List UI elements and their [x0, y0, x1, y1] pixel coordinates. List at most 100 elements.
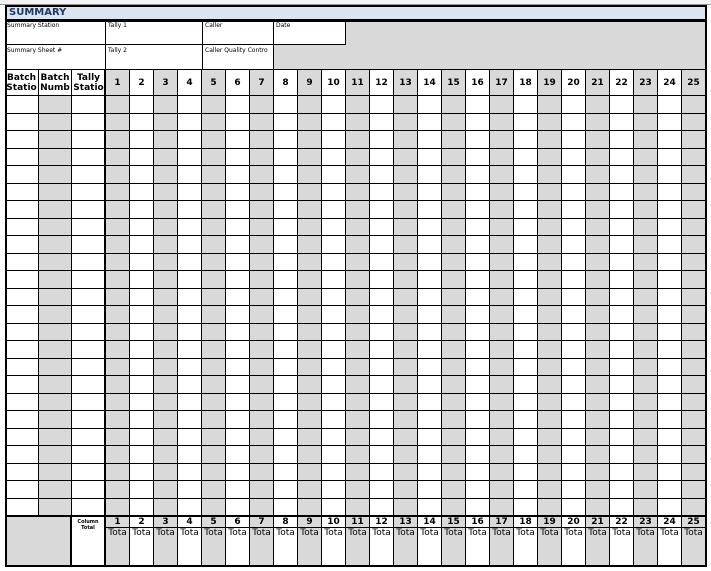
data-cell[interactable]: [610, 113, 634, 131]
data-cell[interactable]: [322, 428, 346, 446]
data-cell[interactable]: [322, 131, 346, 149]
data-cell[interactable]: [39, 166, 72, 184]
data-cell[interactable]: [202, 113, 226, 131]
data-cell[interactable]: [418, 253, 442, 271]
data-cell[interactable]: [226, 446, 250, 464]
data-cell[interactable]: [250, 183, 274, 201]
data-cell[interactable]: [346, 358, 370, 376]
data-cell[interactable]: [154, 306, 178, 324]
data-cell[interactable]: [562, 323, 586, 341]
data-cell[interactable]: [610, 393, 634, 411]
data-cell[interactable]: [418, 96, 442, 114]
data-cell[interactable]: [466, 463, 490, 481]
data-cell[interactable]: [130, 323, 154, 341]
data-cell[interactable]: [538, 148, 562, 166]
data-cell[interactable]: [322, 271, 346, 289]
data-cell[interactable]: [514, 393, 538, 411]
data-cell[interactable]: [490, 218, 514, 236]
data-cell[interactable]: [562, 463, 586, 481]
data-cell[interactable]: [130, 271, 154, 289]
data-cell[interactable]: [178, 358, 202, 376]
data-cell[interactable]: [178, 253, 202, 271]
data-cell[interactable]: [370, 428, 394, 446]
data-cell[interactable]: [370, 376, 394, 394]
data-cell[interactable]: [466, 428, 490, 446]
data-cell[interactable]: [202, 271, 226, 289]
data-cell[interactable]: [394, 131, 418, 149]
total-value[interactable]: Tota: [514, 528, 538, 539]
data-cell[interactable]: [5, 481, 39, 499]
data-cell[interactable]: [610, 131, 634, 149]
data-cell[interactable]: [346, 131, 370, 149]
data-cell[interactable]: [562, 411, 586, 429]
data-cell[interactable]: [490, 201, 514, 219]
data-cell[interactable]: [274, 253, 298, 271]
data-cell[interactable]: [250, 236, 274, 254]
data-cell[interactable]: [610, 358, 634, 376]
data-cell[interactable]: [418, 376, 442, 394]
data-cell[interactable]: [39, 201, 72, 219]
data-cell[interactable]: [394, 201, 418, 219]
data-cell[interactable]: [634, 428, 658, 446]
data-cell[interactable]: [442, 271, 466, 289]
total-value[interactable]: Tota: [634, 528, 658, 539]
data-cell[interactable]: [610, 218, 634, 236]
data-cell[interactable]: [274, 96, 298, 114]
data-cell[interactable]: [586, 411, 610, 429]
data-cell[interactable]: [226, 358, 250, 376]
data-cell[interactable]: [322, 393, 346, 411]
data-cell[interactable]: [418, 463, 442, 481]
data-cell[interactable]: [226, 183, 250, 201]
data-cell[interactable]: [39, 446, 72, 464]
data-cell[interactable]: [298, 376, 322, 394]
data-cell[interactable]: [39, 218, 72, 236]
data-cell[interactable]: [250, 166, 274, 184]
data-cell[interactable]: [346, 183, 370, 201]
data-cell[interactable]: [538, 446, 562, 464]
data-cell[interactable]: [250, 463, 274, 481]
total-value[interactable]: Tota: [178, 528, 202, 539]
data-cell[interactable]: [250, 341, 274, 359]
data-cell[interactable]: [178, 393, 202, 411]
data-cell[interactable]: [322, 376, 346, 394]
data-cell[interactable]: [106, 113, 130, 131]
data-cell[interactable]: [610, 148, 634, 166]
data-cell[interactable]: [658, 113, 682, 131]
data-cell[interactable]: [178, 148, 202, 166]
total-value[interactable]: Tota: [490, 528, 514, 539]
data-cell[interactable]: [370, 393, 394, 411]
data-cell[interactable]: [538, 463, 562, 481]
data-cell[interactable]: [322, 446, 346, 464]
data-cell[interactable]: [154, 253, 178, 271]
data-cell[interactable]: [5, 271, 39, 289]
data-cell[interactable]: [202, 131, 226, 149]
data-cell[interactable]: [130, 236, 154, 254]
data-cell[interactable]: [658, 376, 682, 394]
data-cell[interactable]: [586, 393, 610, 411]
data-cell[interactable]: [250, 201, 274, 219]
data-cell[interactable]: [274, 183, 298, 201]
data-cell[interactable]: [562, 393, 586, 411]
data-cell[interactable]: [514, 96, 538, 114]
data-cell[interactable]: [658, 166, 682, 184]
data-cell[interactable]: [394, 183, 418, 201]
data-cell[interactable]: [178, 428, 202, 446]
data-cell[interactable]: [586, 253, 610, 271]
data-cell[interactable]: [106, 463, 130, 481]
data-cell[interactable]: [5, 428, 39, 446]
data-cell[interactable]: [562, 148, 586, 166]
data-cell[interactable]: [250, 428, 274, 446]
data-cell[interactable]: [418, 481, 442, 499]
data-cell[interactable]: [106, 323, 130, 341]
data-cell[interactable]: [346, 148, 370, 166]
data-cell[interactable]: [322, 96, 346, 114]
data-cell[interactable]: [202, 446, 226, 464]
data-cell[interactable]: [634, 323, 658, 341]
data-cell[interactable]: [130, 288, 154, 306]
data-cell[interactable]: [322, 358, 346, 376]
data-cell[interactable]: [538, 131, 562, 149]
data-cell[interactable]: [298, 358, 322, 376]
data-cell[interactable]: [466, 201, 490, 219]
data-cell[interactable]: [346, 481, 370, 499]
data-cell[interactable]: [442, 341, 466, 359]
